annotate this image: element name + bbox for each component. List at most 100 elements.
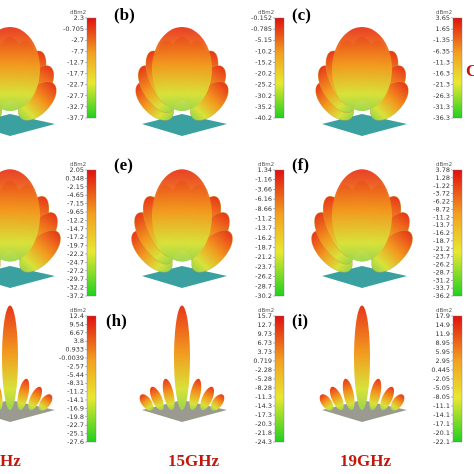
frequency-label: 15GHz — [168, 451, 219, 470]
colorbar-tick-label: -35.2 — [255, 103, 272, 111]
colorbar-tick-label: 17.9 — [436, 312, 450, 320]
colorbar-tick-label: -21.2 — [255, 253, 272, 261]
pattern-panel: dBm22.050.348-2.15-4.65-7.15-9.65-12.2-1… — [0, 162, 97, 300]
beam — [28, 386, 43, 411]
colorbar — [86, 17, 97, 119]
ground-plate — [0, 114, 55, 136]
colorbar-tick-label: 9.54 — [70, 320, 84, 328]
colorbar-tick-label: -2.15 — [67, 183, 84, 191]
colorbar-tick-label: 11.9 — [436, 330, 450, 338]
colorbar-tick-label: -26.2 — [433, 261, 450, 269]
colorbar-tick-label: -27.7 — [67, 92, 84, 100]
panel-label: (c) — [292, 5, 311, 24]
beam — [380, 386, 395, 411]
pattern-panel: dBm212.49.546.673.80.933-0.0039-2.57-5.4… — [0, 305, 97, 446]
pattern-panel: (f) dBm23.781.28-1.22-3.72-6.22-8.72-11.2… — [292, 155, 463, 300]
colorbar-tick-label: -36.3 — [433, 114, 450, 122]
colorbar-tick-label: -32.7 — [67, 103, 84, 111]
colorbar-tick-label: -20.2 — [255, 70, 272, 78]
beam — [354, 305, 370, 410]
colorbar-tick-label: 3.8 — [74, 337, 84, 345]
colorbar-tick-label: -1.16 — [255, 176, 272, 184]
colorbar-tick-label: 2.95 — [436, 357, 450, 365]
colorbar-tick-label: -22.2 — [67, 250, 84, 258]
beam — [149, 386, 164, 411]
colorbar-tick-label: -14.1 — [67, 396, 84, 404]
colorbar-tick-label: -22.1 — [433, 438, 450, 446]
colorbar-tick-label: -28.7 — [255, 282, 272, 290]
colorbar-tick-label: -19.7 — [67, 242, 84, 250]
colorbar-tick-label: 0.445 — [431, 366, 450, 374]
colorbar — [274, 17, 285, 119]
colorbar-tick-label: -26.3 — [433, 92, 450, 100]
colorbar-tick-label: -6.16 — [255, 195, 272, 203]
colorbar-unit: dBm2 — [258, 10, 274, 16]
colorbar-tick-label: -21.8 — [255, 429, 272, 437]
colorbar-tick-label: 0.719 — [253, 357, 272, 365]
colorbar-tick-label: -15.2 — [255, 58, 272, 66]
colorbar-tick-label: -0.0039 — [59, 354, 84, 362]
colorbar-tick-label: -13.7 — [433, 221, 450, 229]
ground-plate — [0, 400, 55, 422]
pattern-panel: (b) dBm2-0.152 -0.785 -5.15 -10.2 -15.2 -20.2 -… — [114, 5, 285, 136]
colorbar-tick-label: -11.1 — [433, 402, 450, 410]
colorbar-tick-label: -23.7 — [433, 253, 450, 261]
colorbar-tick-label: -11.2 — [433, 213, 450, 221]
colorbar-tick-label: -2.7 — [71, 36, 84, 44]
beam — [2, 305, 18, 410]
colorbar-tick-label: -37.7 — [67, 114, 84, 122]
colorbar-tick-label: -4.65 — [67, 191, 84, 199]
beam — [342, 378, 355, 411]
colorbar-tick-label: -9.65 — [67, 208, 84, 216]
colorbar-tick-label: -6.35 — [433, 47, 450, 55]
colorbar-tick-label: -7.15 — [67, 200, 84, 208]
colorbar-tick-label: 12.7 — [258, 321, 272, 329]
colorbar-tick-label: 0.933 — [65, 346, 84, 354]
colorbar-tick-label: -25.2 — [255, 81, 272, 89]
beam — [162, 378, 175, 411]
colorbar-tick-label: -0.785 — [251, 25, 272, 33]
beam — [139, 394, 154, 411]
colorbar-unit: dBm2 — [70, 162, 86, 168]
colorbar-tick-label: -12.7 — [67, 58, 84, 66]
beam — [17, 378, 30, 411]
colorbar-tick-label: -13.7 — [255, 224, 272, 232]
colorbar-tick-label: -31.2 — [433, 276, 450, 284]
colorbar-tick-label: -40.2 — [255, 114, 272, 122]
beam — [319, 394, 334, 411]
colorbar-tick-label: -1.22 — [433, 182, 450, 190]
beam — [329, 386, 344, 411]
panel-label: (f) — [292, 155, 309, 174]
colorbar-tick-label: -17.7 — [67, 70, 84, 78]
colorbar-tick-label: 0.348 — [65, 174, 84, 182]
colorbar-tick-label: -21.3 — [433, 81, 450, 89]
colorbar-unit: dBm2 — [436, 308, 452, 314]
main-lobe — [0, 169, 40, 262]
colorbar-unit: dBm2 — [70, 10, 86, 16]
colorbar-tick-label: -19.8 — [67, 413, 84, 421]
colorbar-tick-label: 12.4 — [70, 312, 84, 320]
colorbar-tick-label: -20.1 — [433, 429, 450, 437]
colorbar — [86, 315, 97, 443]
main-lobe — [152, 169, 212, 262]
colorbar — [452, 169, 463, 297]
colorbar — [452, 315, 463, 443]
colorbar-tick-label: 2.3 — [74, 14, 84, 22]
colorbar-tick-label: 1.34 — [258, 166, 272, 174]
colorbar-tick-label: -11.2 — [255, 214, 272, 222]
colorbar-tick-label: -29.7 — [67, 275, 84, 283]
colorbar-tick-label: -12.2 — [67, 216, 84, 224]
panel-label: (b) — [114, 5, 135, 24]
colorbar — [274, 315, 285, 443]
colorbar-tick-label: -10.2 — [255, 47, 272, 55]
colorbar-unit: dBm2 — [436, 10, 452, 16]
colorbar-tick-label: -16.9 — [67, 404, 84, 412]
colorbar-tick-label: -23.7 — [255, 263, 272, 271]
colorbar-tick-label: -20.3 — [255, 420, 272, 428]
colorbar-tick-label: -0.705 — [63, 25, 84, 33]
colorbar-tick-label: 6.67 — [70, 329, 84, 337]
beam — [210, 394, 225, 411]
